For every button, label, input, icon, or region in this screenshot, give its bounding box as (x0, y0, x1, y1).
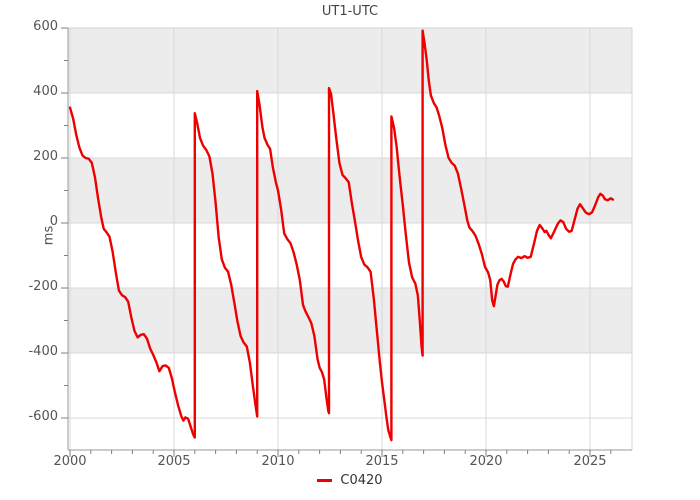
y-tick-label: 400 (33, 84, 58, 99)
legend-series-label: C0420 (340, 473, 383, 488)
y-tick-label: 200 (33, 149, 58, 164)
x-tick-label: 2015 (365, 454, 399, 469)
shaded-band (68, 288, 632, 353)
y-tick-label: -400 (28, 344, 58, 359)
legend-line-swatch (317, 479, 333, 482)
x-tick-label: 2005 (157, 454, 191, 469)
x-tick-label: 2010 (261, 454, 295, 469)
x-tick-label: 2000 (53, 454, 87, 469)
y-tick-label: 0 (49, 214, 58, 229)
legend: C0420 (0, 473, 700, 488)
y-tick-label: -200 (28, 279, 58, 294)
x-tick-label: 2020 (469, 454, 503, 469)
shaded-band (68, 28, 632, 93)
y-tick-label: -600 (28, 409, 58, 424)
y-tick-label: 600 (33, 19, 58, 34)
x-tick-label: 2025 (573, 454, 607, 469)
chart-title: UT1-UTC (321, 4, 379, 19)
series-line-c0420 (68, 29, 615, 442)
